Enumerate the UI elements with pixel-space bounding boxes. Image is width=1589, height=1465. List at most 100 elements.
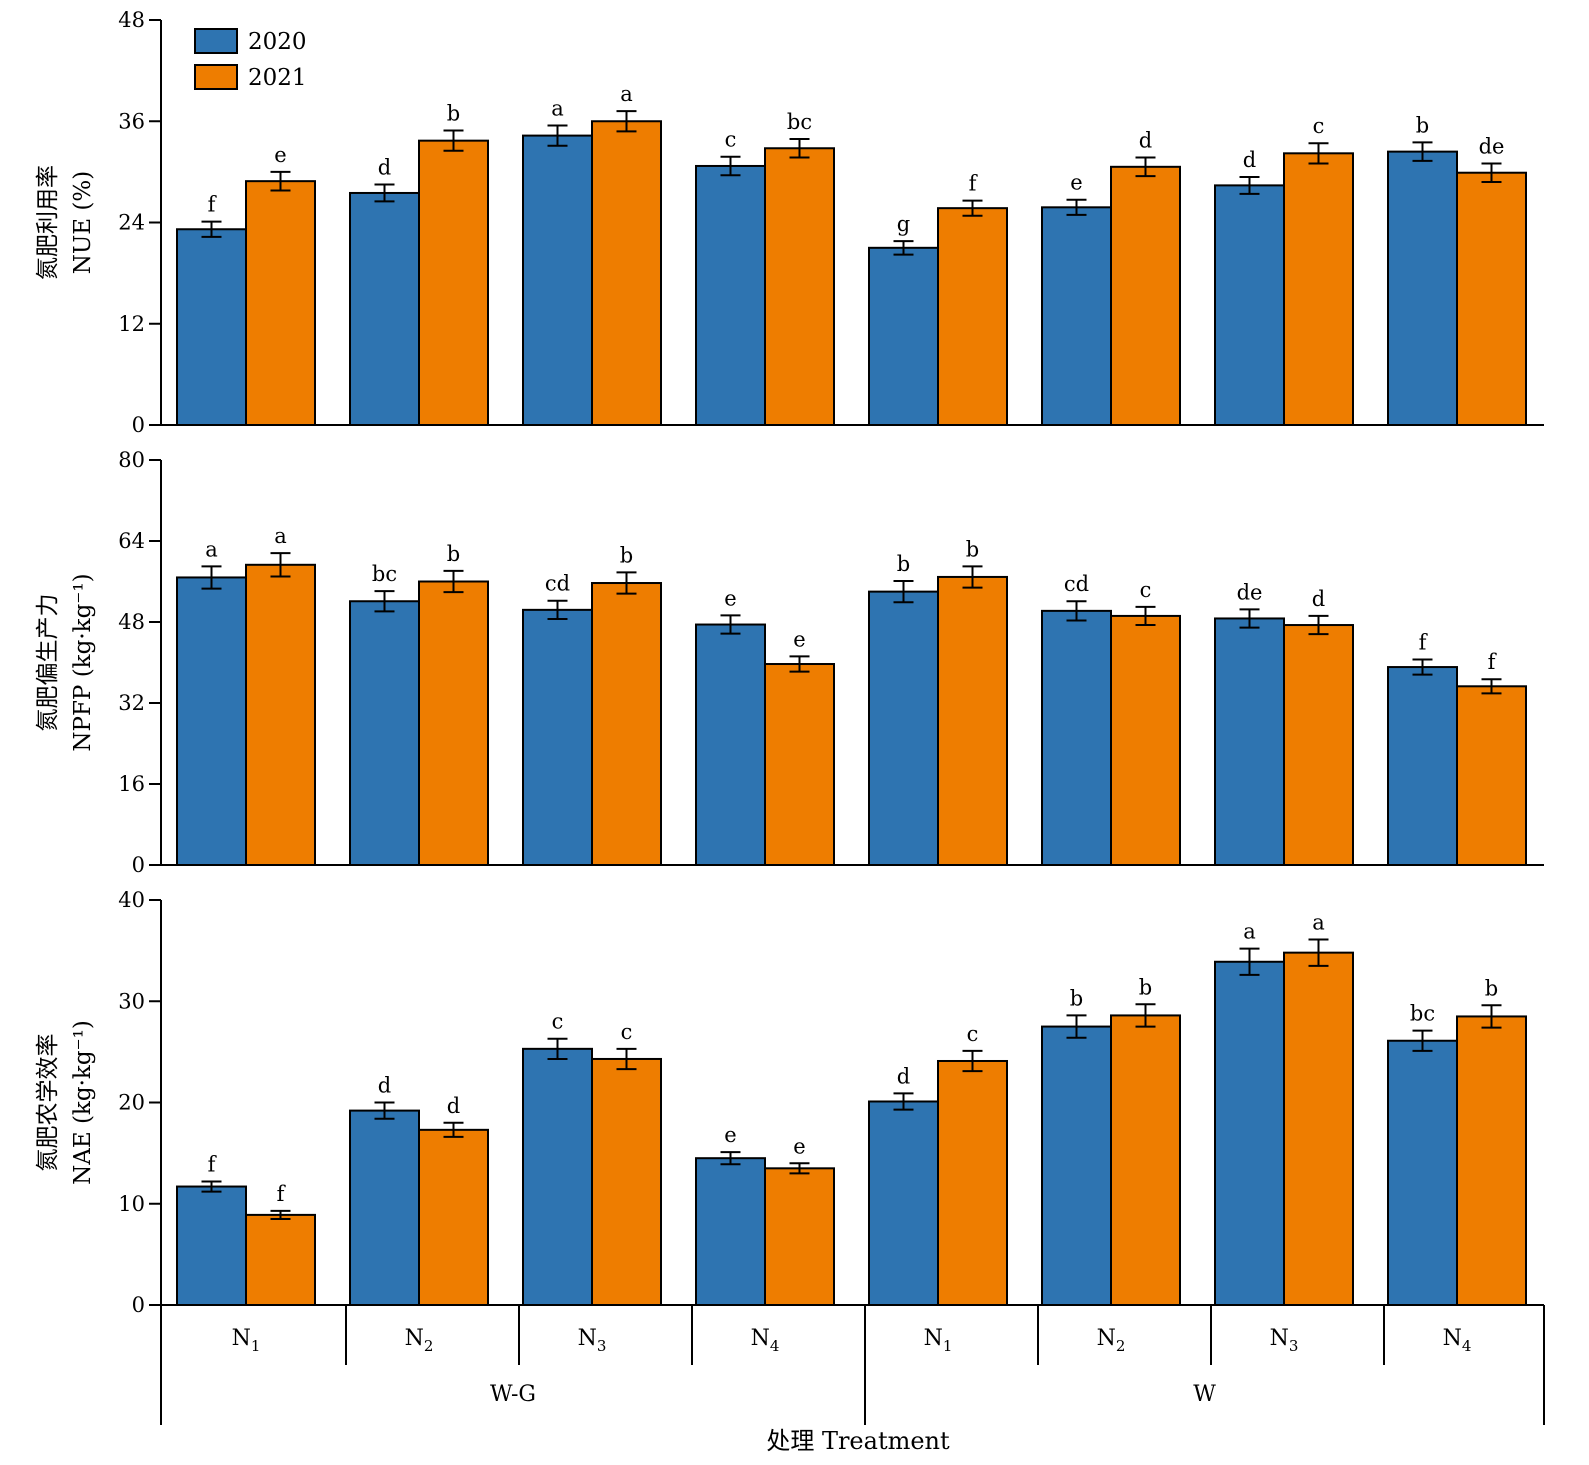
nue-panel: 0 12 24 36 48 氮肥利用率 NUE (%) f e d b a a c bc g f e d d c b de (35, 8, 1544, 437)
significance-letter: f (208, 193, 218, 217)
significance-letter: b (620, 543, 633, 567)
bar-2021 (591, 120, 662, 426)
x-category-label: N1 (232, 1326, 261, 1355)
legend-label: 2021 (248, 65, 307, 91)
bar-2021 (937, 575, 1008, 866)
significance-letter: a (274, 524, 287, 548)
bar-2020 (349, 600, 420, 867)
bar-2020 (176, 228, 247, 426)
x-group-label: W-G (490, 1382, 536, 1407)
y-tick-label: 48 (118, 610, 145, 634)
bar-2020 (1387, 1039, 1458, 1307)
significance-letter: cd (545, 572, 570, 596)
bar-2021 (418, 1128, 489, 1307)
y-tick-label: 80 (118, 448, 145, 472)
bar-2021 (1283, 152, 1354, 426)
significance-letter: d (447, 1094, 460, 1118)
significance-letter: b (447, 542, 460, 566)
x-category-label: N2 (1097, 1326, 1126, 1355)
bar-2021 (1110, 614, 1181, 866)
significance-letter: f (277, 1182, 287, 1206)
bar-2020 (1041, 609, 1112, 866)
bar-2021 (591, 1057, 662, 1307)
significance-letter: bc (787, 110, 812, 134)
significance-letter: a (205, 537, 218, 561)
y-axis-label: NAE (kg·kg⁻¹) (70, 1020, 96, 1185)
significance-letter: a (551, 96, 564, 120)
y-tick-label: 10 (118, 1192, 145, 1216)
y-tick-label: 48 (118, 8, 145, 32)
legend-swatch-2021 (194, 64, 238, 90)
y-tick-label: 24 (118, 211, 145, 235)
x-category-label: N2 (405, 1326, 434, 1355)
y-tick-label: 32 (118, 691, 145, 715)
significance-letter: b (966, 537, 979, 561)
bar-2020 (522, 1047, 593, 1307)
significance-letter: de (1479, 134, 1505, 158)
bar-2021 (245, 1213, 316, 1306)
y-axis-label: NPFP (kg·kg⁻¹) (70, 573, 96, 751)
significance-letter: f (1419, 630, 1429, 654)
bar-2020 (1214, 617, 1285, 866)
legend: 2020 2021 (194, 28, 307, 91)
bar-2021 (1456, 685, 1527, 867)
significance-letter: de (1237, 580, 1263, 604)
bar-2021 (418, 139, 489, 426)
bar-2020 (1387, 150, 1458, 426)
significance-letter: e (793, 1134, 805, 1158)
significance-letter: a (620, 82, 633, 106)
significance-letter: b (1485, 976, 1498, 1000)
y-axis-label-cn: 氮肥农学效率 (35, 1034, 61, 1172)
y-tick-label: 0 (132, 413, 145, 437)
bar-2020 (349, 191, 420, 426)
bar-2020 (695, 1157, 766, 1306)
significance-letter: c (621, 1020, 633, 1044)
bar-2021 (1283, 951, 1354, 1307)
significance-letter: b (447, 102, 460, 126)
y-tick-label: 36 (118, 109, 145, 133)
y-axis-label-cn: 氮肥偏生产力 (35, 594, 61, 732)
bar-2020 (1387, 666, 1458, 867)
significance-letter: bc (1410, 1002, 1435, 1026)
y-tick-label: 0 (132, 853, 145, 877)
bar-2020 (868, 246, 939, 426)
x-category-label: N3 (578, 1326, 607, 1355)
bar-2020 (868, 1100, 939, 1307)
x-axis-title: 处理 Treatment (766, 1427, 950, 1455)
significance-letter: e (1070, 171, 1082, 195)
significance-letter: a (1243, 920, 1256, 944)
x-category-label: N4 (1443, 1326, 1472, 1355)
bar-2020 (695, 623, 766, 866)
significance-letter: cd (1064, 572, 1089, 596)
x-category-label: N4 (751, 1326, 780, 1355)
significance-letter: c (725, 128, 737, 152)
significance-letter: e (274, 143, 286, 167)
significance-letter: c (552, 1010, 564, 1034)
y-tick-label: 64 (118, 529, 145, 553)
significance-letter: g (897, 212, 910, 236)
significance-letter: b (897, 552, 910, 576)
y-tick-label: 40 (118, 888, 145, 912)
bar-2020 (176, 1185, 247, 1306)
legend-swatch-2020 (194, 28, 238, 54)
bar-2021 (764, 147, 835, 426)
bar-2021 (937, 1059, 1008, 1307)
significance-letter: f (1488, 650, 1498, 674)
y-tick-label: 12 (118, 312, 145, 336)
significance-letter: c (1313, 114, 1325, 138)
significance-letter: c (1140, 578, 1152, 602)
bar-2021 (1110, 165, 1181, 426)
y-tick-label: 30 (118, 989, 145, 1013)
significance-letter: d (378, 156, 391, 180)
significance-letter: d (1243, 148, 1256, 172)
significance-letter: a (1312, 910, 1325, 934)
bar-2021 (1456, 1015, 1527, 1306)
bar-2021 (1110, 1014, 1181, 1306)
bar-2021 (764, 663, 835, 866)
bar-2020 (1041, 1025, 1112, 1306)
significance-letter: d (1312, 587, 1325, 611)
nae-panel: 0 10 20 30 40 氮肥农学效率 NAE (kg·kg⁻¹) f f d d c c e e d c b b… (35, 888, 1544, 1317)
y-tick-label: 0 (132, 1293, 145, 1317)
